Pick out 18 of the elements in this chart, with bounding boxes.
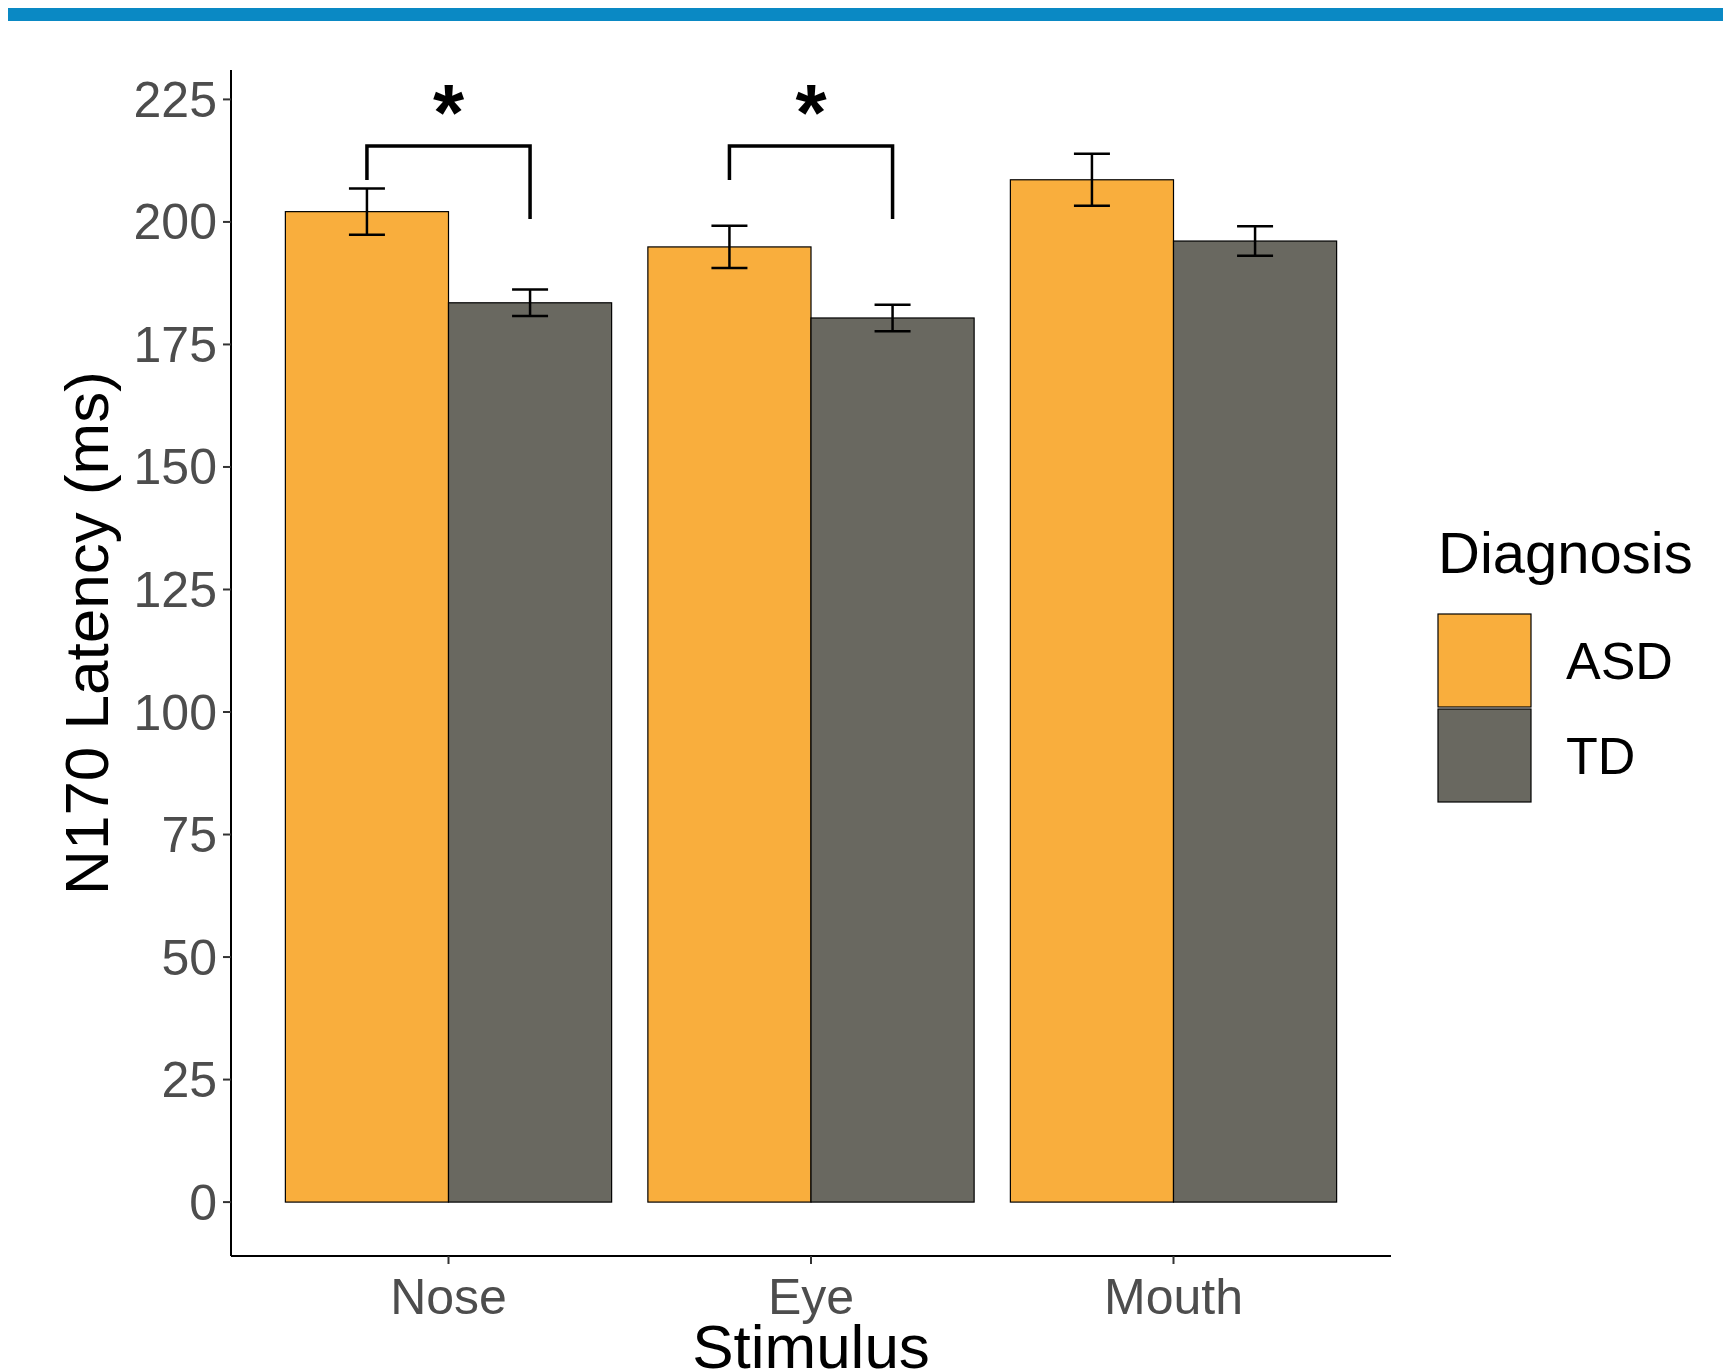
annotation: *	[795, 68, 828, 157]
y-tick-label: 25	[161, 1052, 217, 1109]
y-tick-label: 200	[133, 194, 217, 251]
y-tick-label: 125	[133, 561, 217, 618]
y-tick-label: 225	[133, 71, 217, 128]
legend-title: Diagnosis	[1438, 520, 1693, 585]
y-tick-label: 50	[161, 929, 217, 986]
x-tick-label: Nose	[390, 1269, 507, 1325]
legend-label: TD	[1566, 727, 1636, 786]
y-tick-label: 75	[161, 807, 217, 864]
y-tick-label: 175	[133, 316, 217, 373]
annotation: *	[432, 68, 465, 157]
y-tick-label: 100	[133, 684, 217, 741]
y-axis-title: N170 Latency (ms)	[52, 371, 121, 895]
y-tick-label: 0	[189, 1174, 217, 1231]
x-tick-label: Mouth	[1104, 1269, 1243, 1325]
y-tick-label: 150	[133, 439, 217, 496]
legend-label: ASD	[1566, 632, 1673, 691]
